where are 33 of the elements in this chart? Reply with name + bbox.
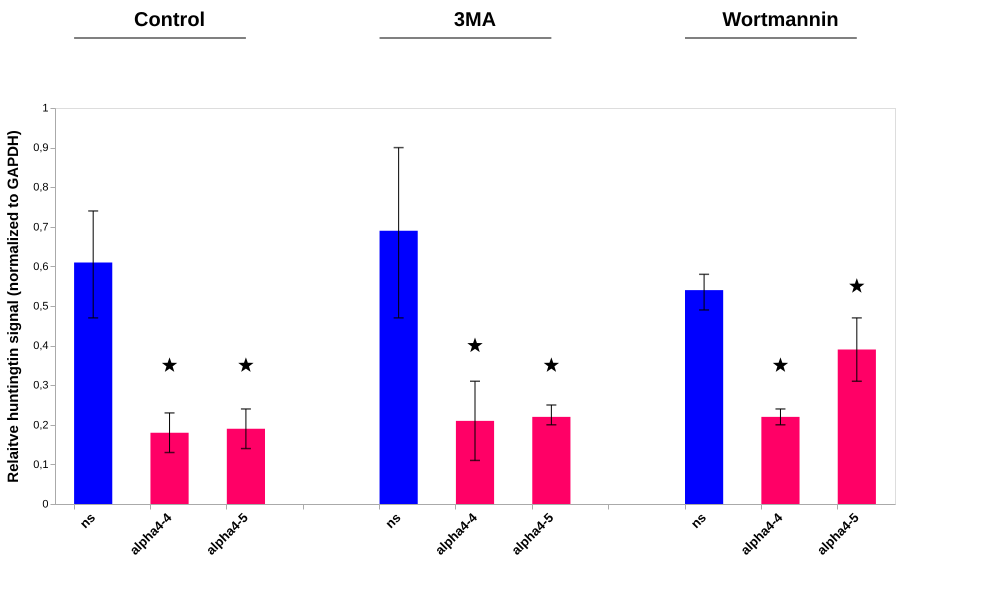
point	[238, 357, 254, 372]
text: Wortmannin	[722, 9, 839, 31]
bar	[456, 420, 494, 504]
point	[467, 338, 483, 352]
text: Control	[134, 9, 206, 31]
x-tick-label: ns	[76, 510, 98, 532]
y-tick-label: 0,4	[33, 340, 48, 352]
y-tick-label: 0,7	[33, 221, 48, 234]
y-tick-label: 1	[42, 102, 48, 114]
point	[772, 357, 788, 372]
x-tick-label: ns	[688, 510, 710, 532]
y-tick-label: 0,5	[33, 300, 48, 312]
y-tick-label: 0,1	[33, 458, 48, 471]
bar	[226, 428, 265, 504]
text: 3MA	[454, 9, 496, 31]
y-tick-label: 0,8	[33, 182, 48, 194]
bar	[532, 416, 570, 504]
y-tick-label: 0,6	[33, 260, 48, 273]
x-tick-label: ns	[382, 510, 404, 532]
point	[544, 357, 560, 372]
bar	[380, 230, 418, 504]
y-tick-label: 0,2	[33, 419, 48, 432]
y-axis-title: Relaitve huntingtin signal (normalized to GAPDH)	[5, 130, 22, 483]
bar	[685, 290, 724, 504]
point	[162, 357, 178, 372]
y-tick-label: 0,9	[33, 142, 48, 154]
y-tick-label: 0,3	[33, 380, 48, 392]
bar	[74, 262, 112, 504]
y-tick-label: 0	[42, 498, 48, 510]
bar	[761, 416, 800, 504]
point	[849, 278, 864, 293]
bar	[838, 350, 876, 504]
bar	[150, 432, 189, 504]
